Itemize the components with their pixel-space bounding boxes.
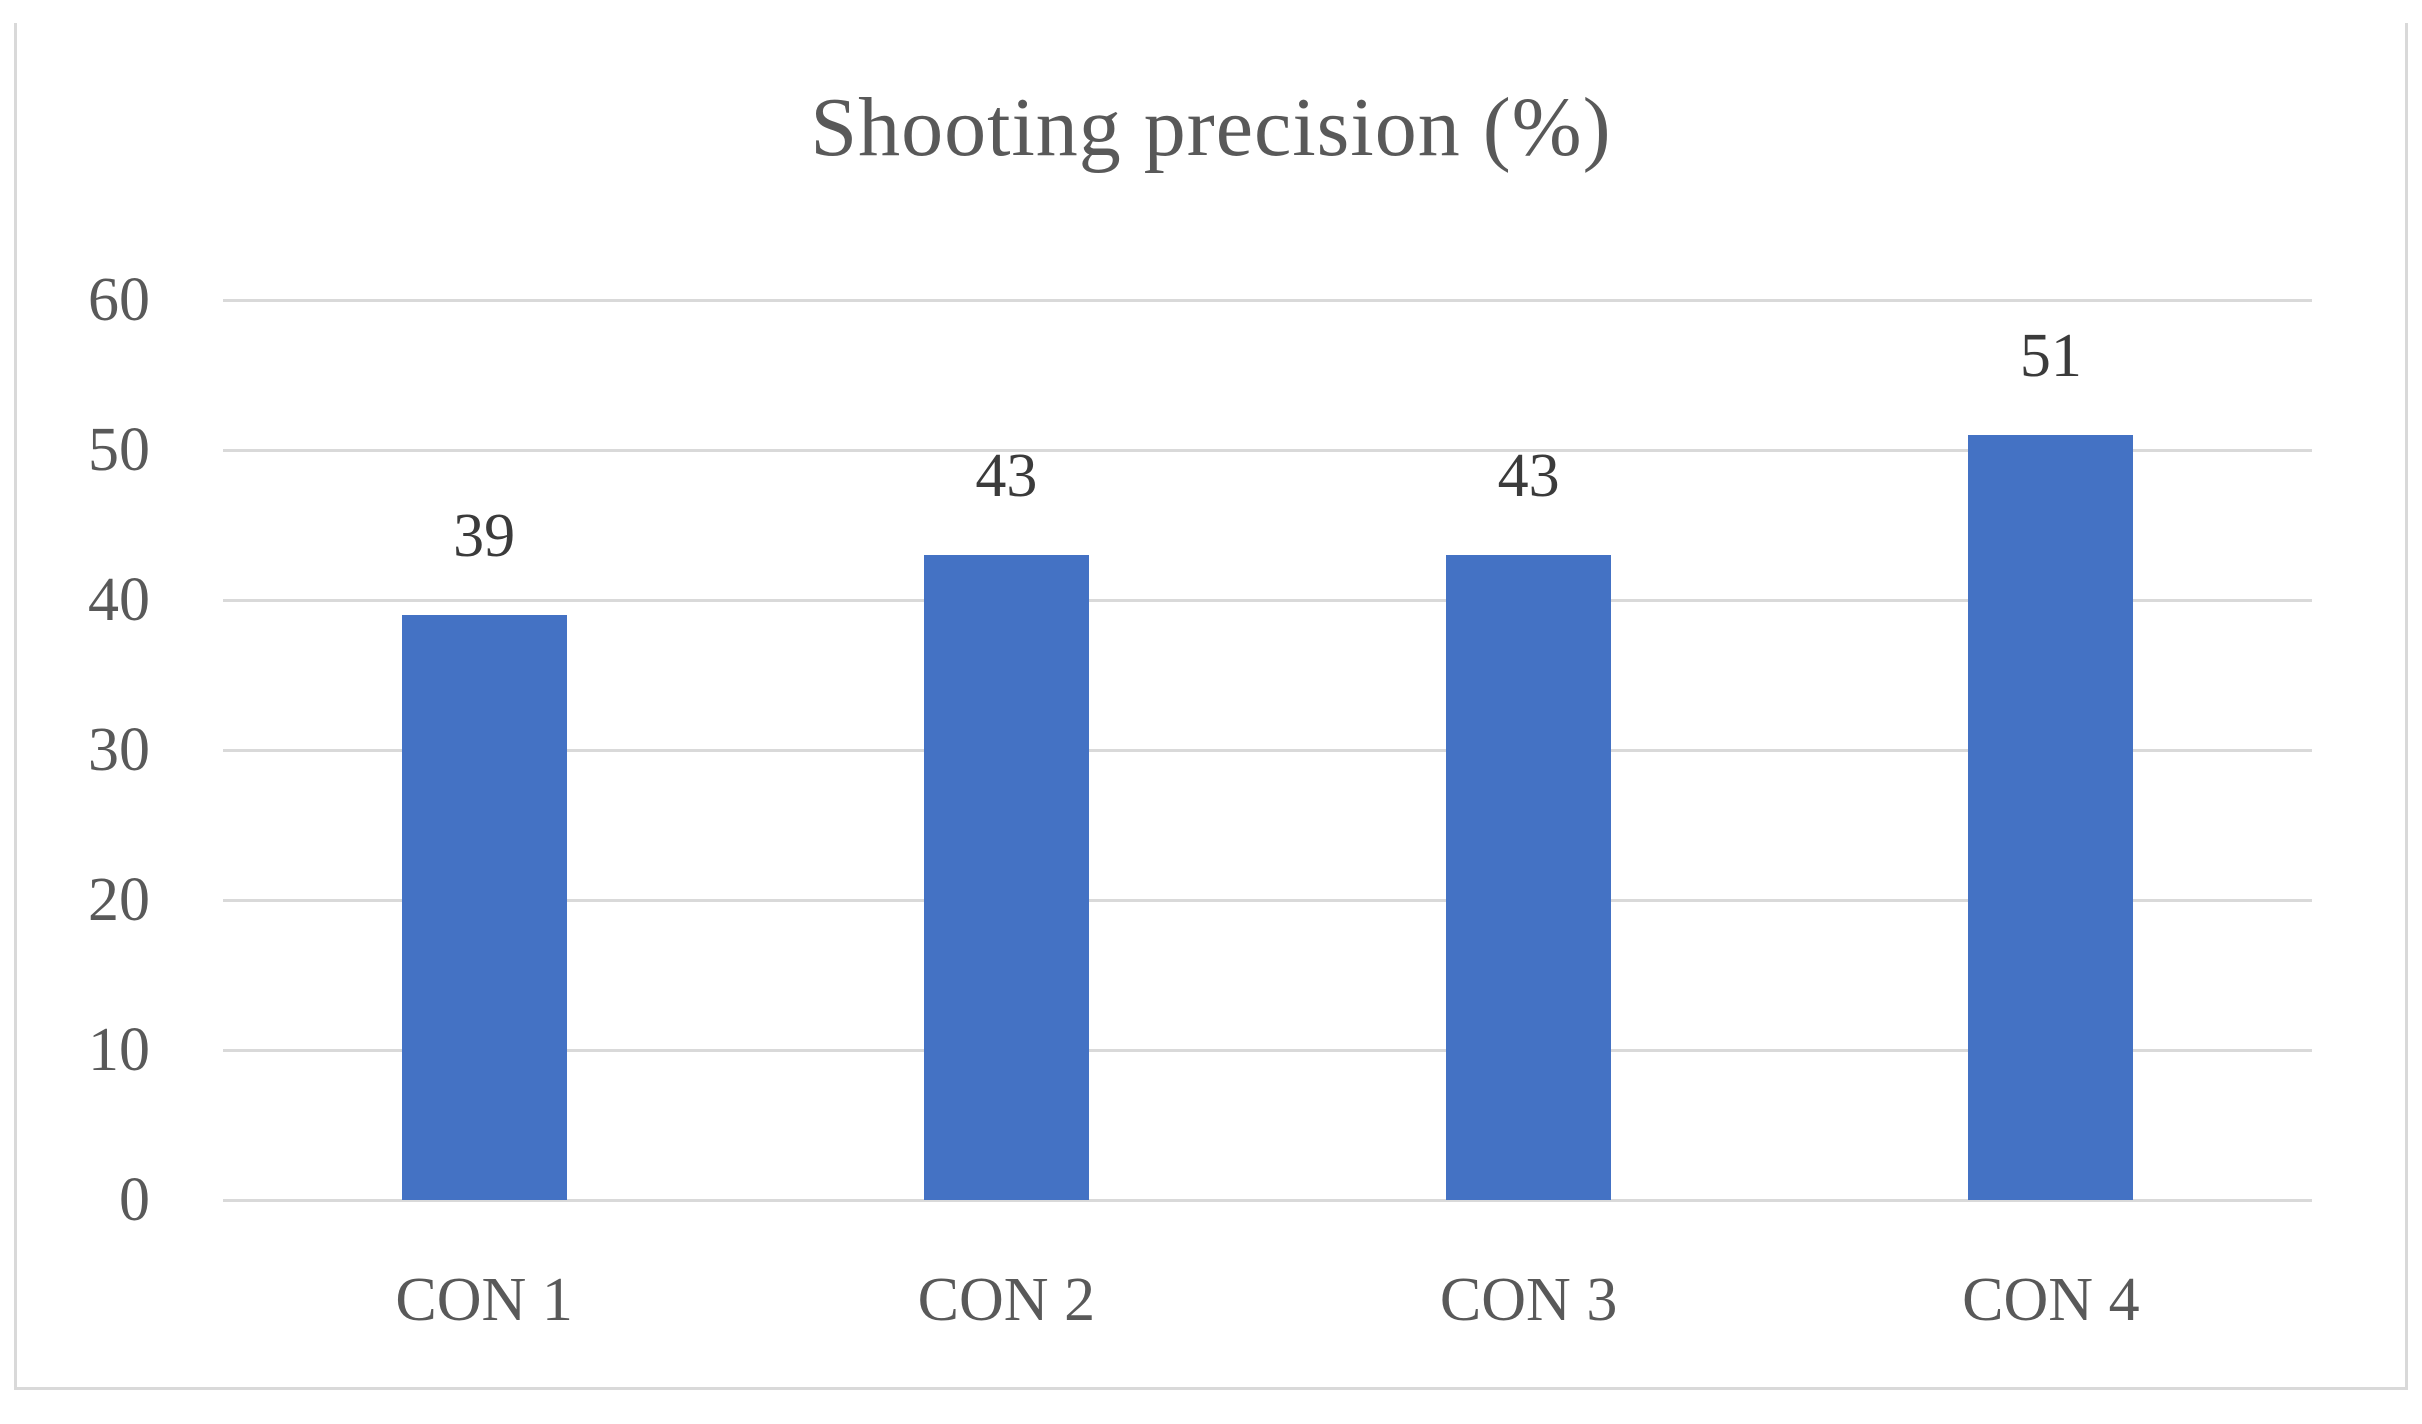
figure-border bbox=[14, 23, 2408, 1390]
y-tick-label-0: 0 bbox=[119, 1166, 150, 1234]
gridline-20 bbox=[223, 899, 2312, 902]
y-tick-label-50: 50 bbox=[88, 416, 150, 484]
chart-title: Shooting precision (%) bbox=[810, 81, 1612, 174]
gridline-10 bbox=[223, 1049, 2312, 1052]
bar-con-2 bbox=[923, 555, 1089, 1200]
gridline-0 bbox=[223, 1199, 2312, 1202]
x-category-label-3: CON 3 bbox=[1439, 1266, 1618, 1334]
x-category-label-1: CON 1 bbox=[395, 1266, 573, 1334]
y-tick-label-60: 60 bbox=[88, 266, 150, 334]
plot-area: 39 43 43 51 bbox=[223, 299, 2312, 1202]
gridline-50 bbox=[223, 449, 2312, 452]
y-tick-label-10: 10 bbox=[88, 1016, 150, 1084]
y-tick-label-40: 40 bbox=[88, 566, 150, 634]
gridline-60 bbox=[223, 299, 2312, 302]
data-label-con-3: 43 bbox=[1497, 442, 1560, 510]
y-tick-label-30: 30 bbox=[88, 716, 150, 784]
data-label-con-4: 51 bbox=[2019, 322, 2082, 390]
y-tick-label-20: 20 bbox=[88, 866, 150, 934]
gridline-40 bbox=[223, 599, 2312, 602]
x-category-label-2: CON 2 bbox=[917, 1266, 1096, 1334]
bar-con-4 bbox=[1968, 435, 2134, 1200]
x-category-label-4: CON 4 bbox=[1962, 1266, 2140, 1334]
gridline-30 bbox=[223, 749, 2312, 752]
data-label-con-1: 39 bbox=[453, 502, 516, 570]
bar-con-1 bbox=[401, 615, 567, 1200]
data-label-con-2: 43 bbox=[975, 442, 1038, 510]
bar-con-3 bbox=[1446, 555, 1612, 1200]
